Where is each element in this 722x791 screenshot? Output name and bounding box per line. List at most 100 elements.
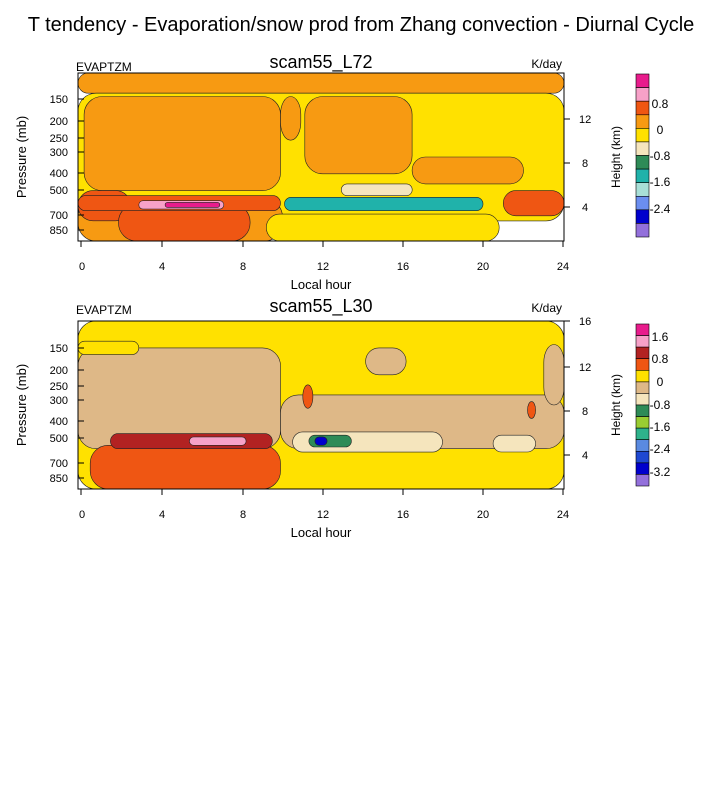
colorbar-swatch [635, 474, 650, 487]
y-tick-label: 300 [50, 147, 68, 159]
y2-ticks-l30 [564, 320, 570, 456]
colorbar-label: 0.8 [652, 97, 669, 111]
contour-region [284, 197, 484, 212]
contour-region [164, 202, 221, 208]
y2-tick-label: 8 [582, 406, 588, 418]
colorbar-label: 0 [657, 123, 664, 137]
colorbar-label: -1.6 [650, 175, 671, 189]
colorbar-swatch [635, 87, 650, 102]
x-tick-label: 16 [397, 261, 409, 273]
colorbar-swatch [635, 346, 650, 360]
colorbar-swatch [635, 73, 650, 88]
y2-tick-label: 4 [582, 450, 588, 462]
contour-region [302, 384, 314, 409]
y-tick-label: 700 [50, 458, 68, 470]
y-tick-label: 150 [50, 94, 68, 106]
colorbar-label: 0 [657, 375, 664, 389]
y-tick-label: 500 [50, 185, 68, 197]
colorbar-swatch [635, 141, 650, 156]
x-tick-label: 16 [397, 509, 409, 521]
y2-axis-label-l72: Height (km) [609, 126, 623, 188]
page-title: T tendency - Evaporation/snow prod from … [27, 14, 695, 36]
colorbar-swatch [635, 450, 650, 464]
colorbar-swatch [635, 369, 650, 383]
colorbar-swatch [635, 323, 650, 336]
y-tick-label: 300 [50, 395, 68, 407]
x-tick-label: 20 [477, 261, 489, 273]
x-axis-label-l30: Local hour [291, 525, 352, 540]
contour-region [365, 347, 407, 376]
left-label-l30: EVAPTZM [76, 303, 132, 317]
colorbar-swatch [635, 155, 650, 170]
panel-scam55-l30: scam55_L30 EVAPTZM K/day 150 200 250 300… [14, 296, 671, 540]
y-axis-label-l72: Pressure (mb) [14, 116, 29, 198]
y-tick-label: 200 [50, 116, 68, 128]
chart-title-l72: scam55_L72 [269, 52, 372, 73]
contour-region [492, 434, 536, 453]
colorbar-swatch [635, 182, 650, 197]
contour-region [78, 73, 564, 94]
units-label-l30: K/day [531, 301, 562, 315]
colorbar-swatch [635, 114, 650, 129]
x-tick-label: 20 [477, 509, 489, 521]
plot-frame-l72 [77, 72, 565, 242]
x-tick-label: 8 [240, 509, 246, 521]
y2-tick-label: 8 [582, 158, 588, 170]
y-tick-label: 400 [50, 416, 68, 428]
y-tick-label: 150 [50, 343, 68, 355]
y-tick-label: 850 [50, 473, 68, 485]
y2-tick-label: 16 [579, 316, 591, 328]
contour-region [89, 445, 281, 489]
x-tick-label: 0 [79, 509, 85, 521]
colorbar-swatch [635, 128, 650, 143]
colorbar-swatch [635, 335, 650, 348]
contour-fill-l30 [78, 321, 564, 489]
colorbar-label: -1.6 [650, 420, 671, 434]
contour-region [280, 96, 302, 141]
y-axis-label-l30: Pressure (mb) [14, 364, 29, 446]
contour-region [543, 344, 564, 406]
y-tick-label: 250 [50, 133, 68, 145]
x-ticks-l72 [80, 241, 564, 247]
x-ticks-l30 [80, 489, 564, 495]
colorbar-swatch [635, 427, 650, 441]
y2-axis-label-l30: Height (km) [609, 374, 623, 436]
y-tick-label: 850 [50, 225, 68, 237]
colorbar-label: -0.8 [650, 398, 671, 412]
colorbar-l30 [635, 323, 650, 487]
y-ticks-l72 [78, 98, 84, 231]
y2-tick-label: 12 [579, 362, 591, 374]
colorbar-swatch [635, 223, 650, 238]
y-tick-label: 500 [50, 433, 68, 445]
contour-region [340, 183, 413, 196]
colorbar-l72 [635, 73, 650, 238]
contour-region [189, 436, 247, 446]
contour-region [78, 340, 140, 355]
contour-region [411, 156, 524, 185]
plot-frame-l30 [77, 320, 565, 490]
colorbar-label: -3.2 [650, 465, 671, 479]
colorbar-swatch [635, 209, 650, 224]
chart-title-l30: scam55_L30 [269, 296, 372, 317]
contour-region [527, 401, 536, 419]
contour-region [266, 213, 500, 241]
colorbar-label: 1.6 [652, 330, 669, 344]
colorbar-label: -0.8 [650, 149, 671, 163]
y2-ticks-l72 [564, 118, 570, 208]
x-tick-label: 4 [159, 509, 165, 521]
colorbar-swatch [635, 439, 650, 452]
panel-scam55-l72: scam55_L72 EVAPTZM K/day 150 200 250 300… [14, 52, 671, 292]
y-tick-label: 400 [50, 168, 68, 180]
colorbar-swatch [635, 168, 650, 184]
x-tick-label: 12 [317, 261, 329, 273]
contour-region [83, 96, 281, 191]
colorbar-swatch [635, 381, 650, 394]
y-tick-label: 200 [50, 365, 68, 377]
x-tick-label: 24 [557, 509, 569, 521]
y-tick-label: 250 [50, 381, 68, 393]
colorbar-swatch [635, 100, 650, 116]
units-label-l72: K/day [531, 57, 562, 71]
x-axis-label-l72: Local hour [291, 277, 352, 292]
colorbar-swatch [635, 358, 650, 371]
colorbar-swatch [635, 196, 650, 211]
